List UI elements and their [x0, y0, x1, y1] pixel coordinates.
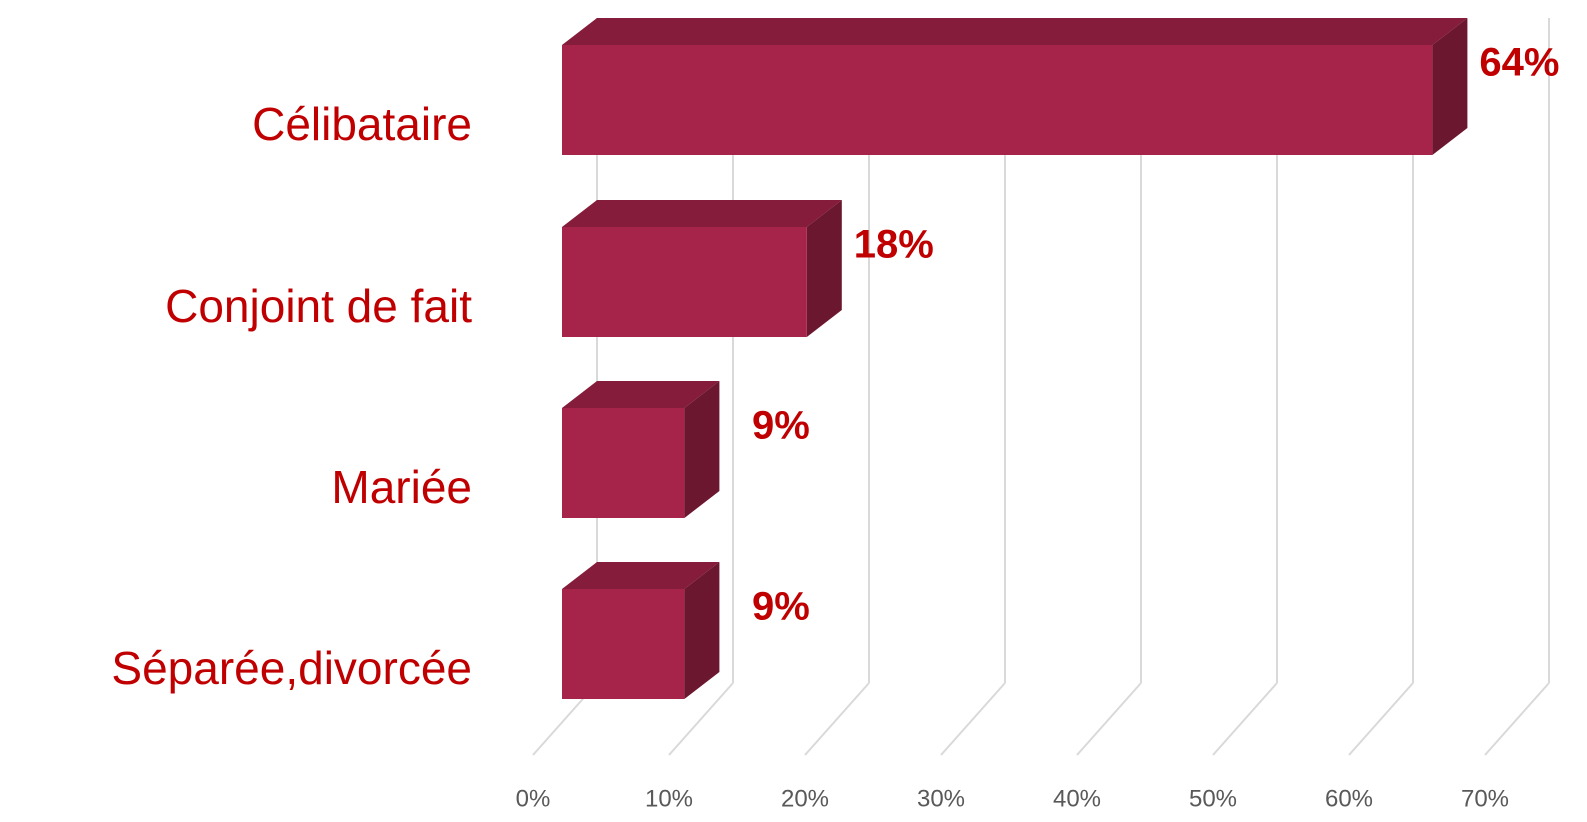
- value-label: 64%: [1479, 41, 1559, 85]
- x-tick-label: 20%: [781, 785, 829, 812]
- category-label: Mariée: [331, 461, 472, 513]
- x-tick-label: 0%: [516, 785, 551, 812]
- bar-side: [806, 200, 842, 337]
- category-label: Conjoint de fait: [165, 280, 472, 332]
- value-label: 9%: [752, 585, 810, 629]
- floor-grid-line: [1348, 682, 1414, 756]
- category-label: Séparée,divorcée: [111, 642, 472, 694]
- x-tick-label: 40%: [1053, 785, 1101, 812]
- floor-grid-line: [668, 682, 734, 756]
- floor-grid-line: [804, 682, 870, 756]
- bar-side: [1432, 18, 1468, 155]
- x-tick-label: 50%: [1189, 785, 1237, 812]
- bar-top: [562, 381, 720, 408]
- bar: [562, 589, 685, 699]
- bar-top: [562, 200, 842, 227]
- floor-grid-line: [1212, 682, 1278, 756]
- x-tick-label: 70%: [1461, 785, 1509, 812]
- bar-side: [684, 381, 720, 518]
- bar: [562, 227, 807, 337]
- category-label: Célibataire: [252, 98, 472, 150]
- floor-grid-line: [940, 682, 1006, 756]
- floor-grid-line: [1484, 682, 1550, 756]
- x-tick-label: 10%: [645, 785, 693, 812]
- floor-grid-line: [1076, 682, 1142, 756]
- x-tick-label: 30%: [917, 785, 965, 812]
- bar-side: [684, 562, 720, 699]
- bar: [562, 45, 1433, 155]
- bar-top: [562, 562, 720, 589]
- bar: [562, 408, 685, 518]
- bar-top: [562, 18, 1468, 45]
- x-tick-label: 60%: [1325, 785, 1373, 812]
- value-label: 9%: [752, 404, 810, 448]
- value-label: 18%: [854, 223, 934, 267]
